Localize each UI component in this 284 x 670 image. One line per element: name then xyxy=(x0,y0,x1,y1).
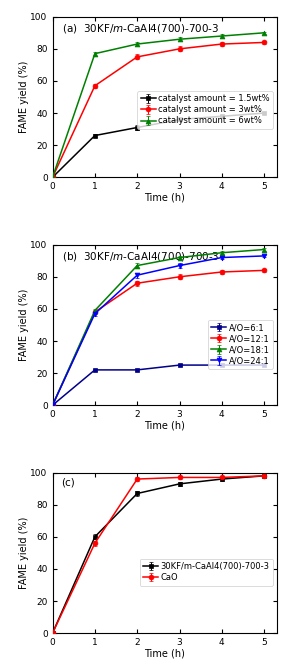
Legend: A/O=6:1, A/O=12:1, A/O=18:1, A/O=24:1: A/O=6:1, A/O=12:1, A/O=18:1, A/O=24:1 xyxy=(208,320,273,368)
Y-axis label: FAME yield (%): FAME yield (%) xyxy=(19,289,29,361)
X-axis label: Time (h): Time (h) xyxy=(144,649,185,659)
Y-axis label: FAME yield (%): FAME yield (%) xyxy=(19,517,29,589)
Text: (c): (c) xyxy=(62,478,75,488)
Text: (a)  30KF/$m$-CaAl4(700)-700-3: (a) 30KF/$m$-CaAl4(700)-700-3 xyxy=(62,21,219,35)
X-axis label: Time (h): Time (h) xyxy=(144,421,185,430)
Legend: 30KF/m-CaAl4(700)-700-3, CaO: 30KF/m-CaAl4(700)-700-3, CaO xyxy=(140,559,273,586)
Text: (b)  30KF/$m$-CaAl4(700)-700-3: (b) 30KF/$m$-CaAl4(700)-700-3 xyxy=(62,249,219,263)
X-axis label: Time (h): Time (h) xyxy=(144,192,185,202)
Legend: catalyst amount = 1.5wt%, catalyst amount = 3wt%, catalyst amount = 6wt%: catalyst amount = 1.5wt%, catalyst amoun… xyxy=(137,91,273,129)
Y-axis label: FAME yield (%): FAME yield (%) xyxy=(19,61,29,133)
